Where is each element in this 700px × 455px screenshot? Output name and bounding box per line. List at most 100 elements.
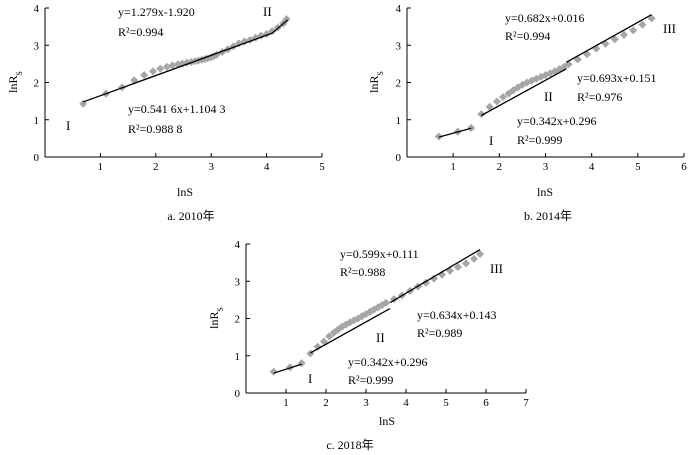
panel-2014-data-point-25: [610, 35, 619, 44]
panel-2018-axes: [245, 243, 527, 394]
panel-2010: 1 2 3 4 5 0 1 2 3 4 lnS lnRS y=1.279x-1.920 R²=0.…: [6, 3, 325, 223]
panel-2010-y-tick-label-0: 0: [34, 152, 40, 164]
panel-2018-y-axis-label: lnRS: [207, 307, 225, 329]
panel-2018-data-point-29: [453, 263, 463, 272]
panel-2018-fit-II-r2: R²=0.988: [340, 265, 385, 279]
panel-2018-data-point-32: [475, 250, 485, 259]
panel-2010-data-point-0: [79, 99, 88, 108]
panel-2018-data-point-0: [269, 367, 278, 376]
panel-2018-y-tick-label-0: 0: [235, 388, 241, 400]
panel-2010-x-tick-label-1: 1: [98, 161, 104, 173]
panel-2010-region-label-I: I: [66, 118, 70, 133]
panel-2018-y-tick-label-3: 3: [235, 276, 241, 288]
panel-2018-caption: c. 2018年: [326, 438, 373, 452]
panel-2014-data-point-29: [647, 14, 656, 23]
panel-2018-x-tick-label-3: 3: [363, 397, 369, 409]
panel-2018-x-axis-label: lnS: [379, 414, 395, 428]
panel-2014-x-tick-label-4: 4: [589, 161, 595, 173]
panel-2014-y-tick-label-2: 2: [396, 78, 402, 90]
panel-2010-fit-lines: [83, 19, 289, 103]
panel-2014-data-point-5: [493, 97, 502, 106]
panel-2018-fit-III-r2: R²=0.989: [417, 326, 462, 340]
panel-2010-data-point-5: [149, 67, 158, 76]
panel-2018-region-label-II: II: [376, 330, 385, 345]
panel-2018-tick-labels: 1 2 3 4 5 6 7 0 1 2 3 4: [235, 239, 530, 409]
panel-2010-caption: a. 2010年: [167, 209, 214, 223]
panel-2010-x-tick-label-5: 5: [319, 161, 325, 173]
panel-2014-x-tick-label-3: 3: [543, 161, 549, 173]
panel-2014-x-tick-label-5: 5: [635, 161, 641, 173]
panel-2018-y-tick-label-4: 4: [235, 239, 241, 251]
panel-2014-fit-II-equation: y=0.682x+0.016: [505, 11, 585, 25]
panel-2010-data-point-33: [282, 15, 291, 24]
panel-2014-fit-lines: [438, 13, 653, 138]
panel-2014-x-tick-label-6: 6: [681, 161, 687, 173]
panel-2014-data-point-6: [499, 93, 508, 102]
panel-2014-fit-line-I: [438, 127, 472, 138]
panel-2014-data-point-28: [638, 20, 647, 29]
panel-2014-region-label-III: III: [663, 21, 676, 36]
panel-2018-fit-III-equation: y=0.634x+0.143: [417, 308, 497, 322]
panel-2014-y-tick-label-3: 3: [396, 40, 402, 52]
panel-2010-points: [79, 15, 291, 108]
panel-2014-fit-I-equation: y=0.342x+0.296: [517, 114, 597, 128]
panel-2018-data-point-2: [297, 359, 306, 368]
panel-2014-y-tick-label-1: 1: [396, 115, 402, 127]
panel-2018: 1 2 3 4 5 6 7 0 1 2 3 4 lnS lnRS y=0.599x+0.111 R²=…: [207, 239, 529, 452]
panel-2014-y-tick-label-4: 4: [396, 3, 402, 15]
panel-2018-x-tick-label-7: 7: [523, 397, 529, 409]
panel-2010-data-point-6: [156, 64, 165, 73]
panel-2014-x-tick-label-2: 2: [497, 161, 503, 173]
panel-2014-axes: [406, 7, 685, 158]
panel-2010-fit-line-I: [83, 32, 273, 103]
panel-2010-x-tick-label-2: 2: [153, 161, 159, 173]
panel-2010-data-point-30: [268, 27, 277, 36]
panel-2010-axes: [44, 7, 323, 158]
panel-2014-x-tick-label-1: 1: [450, 161, 456, 173]
panel-2018-fit-lines: [273, 248, 481, 374]
panel-2018-data-point-30: [461, 259, 471, 268]
panel-2018-data-point-20: [381, 298, 391, 307]
panel-2010-x-axis-label: lnS: [177, 185, 193, 199]
panel-2018-data-point-6: [325, 332, 334, 341]
panel-2014-data-point-2: [467, 123, 476, 132]
panel-2018-y-tick-label-2: 2: [235, 314, 241, 326]
panel-2018-fit-II-equation: y=0.599x+0.111: [340, 247, 419, 261]
panel-2018-x-tick-label-4: 4: [403, 397, 409, 409]
panel-2010-region-label-II: II: [263, 4, 272, 19]
panel-2010-data-point-27: [251, 33, 260, 42]
panel-2010-fit-II-r2: R²=0.994: [118, 25, 163, 39]
panel-2018-x-tick-label-6: 6: [483, 397, 489, 409]
panel-2010-x-tick-label-3: 3: [208, 161, 214, 173]
panel-2014-fit-II-r2: R²=0.994: [505, 29, 550, 43]
panel-2014-data-point-27: [629, 26, 638, 35]
panel-2014-caption: b. 2014年: [524, 209, 572, 223]
panel-2014-data-point-7: [504, 89, 513, 98]
panel-2014-fit-line-III: [565, 13, 653, 63]
panel-2010-y-tick-label-2: 2: [34, 78, 40, 90]
panel-2014-region-label-II: II: [544, 89, 553, 104]
panel-2018-data-point-31: [469, 254, 479, 263]
panel-2014-region-label-I: I: [489, 133, 493, 148]
panel-2014-y-axis-label: lnRS: [367, 71, 385, 93]
panel-2018-x-tick-label-2: 2: [323, 397, 329, 409]
panel-2014-fit-III-equation: y=0.693x+0.151: [577, 71, 657, 85]
panel-2018-fit-line-II: [310, 307, 391, 354]
panel-2014-data-point-3: [477, 110, 486, 119]
panel-2010-fit-I-equation: y=0.541 6x+1.104 3: [128, 102, 226, 116]
panel-2014-fit-I-r2: R²=0.999: [517, 133, 562, 147]
panel-2010-data-point-4: [140, 71, 149, 80]
panel-2010-data-point-29: [262, 30, 271, 39]
panel-2018-x-tick-label-1: 1: [283, 397, 289, 409]
panel-2010-y-axis-label: lnRS: [6, 71, 24, 93]
panel-2018-fit-I-r2: R²=0.999: [348, 373, 393, 387]
panel-2010-fit-I-r2: R²=0.988 8: [128, 122, 182, 136]
panel-2014-data-point-26: [619, 30, 629, 39]
panel-2010-y-tick-label-1: 1: [34, 115, 40, 127]
panel-2010-y-tick-label-4: 4: [34, 3, 40, 15]
panel-2018-region-label-III: III: [490, 261, 503, 276]
panel-2018-fit-I-equation: y=0.342x+0.296: [348, 355, 428, 369]
panel-2014-y-tick-label-0: 0: [396, 152, 402, 164]
panel-2018-region-label-I: I: [308, 371, 312, 386]
